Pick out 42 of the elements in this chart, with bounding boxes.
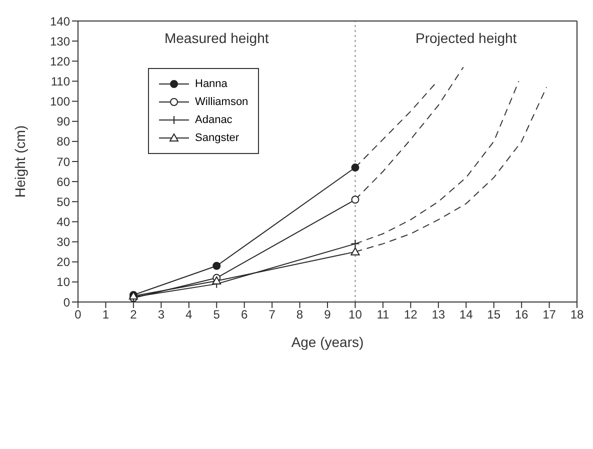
x-tick-label: 1 bbox=[102, 308, 110, 322]
y-tick-label: 90 bbox=[56, 114, 70, 129]
y-tick-label: 140 bbox=[50, 14, 70, 28]
x-tick-label: 7 bbox=[268, 308, 276, 322]
x-tick-label: 13 bbox=[432, 308, 446, 322]
y-axis-title: Height (cm) bbox=[12, 125, 28, 198]
y-tick-label: 100 bbox=[50, 94, 70, 109]
x-tick-label: 18 bbox=[570, 308, 584, 322]
legend-label: Sangster bbox=[195, 132, 240, 144]
annotation: Measured height bbox=[164, 30, 269, 46]
y-tick-label: 110 bbox=[50, 74, 70, 88]
annotation: Projected height bbox=[416, 30, 517, 46]
legend-label: Adanac bbox=[195, 114, 232, 126]
x-tick-label: 9 bbox=[324, 308, 332, 322]
x-tick-label: 4 bbox=[186, 308, 193, 322]
x-tick-label: 8 bbox=[296, 308, 304, 322]
legend-label: Hanna bbox=[195, 78, 228, 90]
x-tick-label: 16 bbox=[514, 308, 529, 322]
y-tick-label: 0 bbox=[63, 295, 70, 310]
x-tick-label: 6 bbox=[240, 308, 248, 322]
y-tick-label: 130 bbox=[50, 34, 70, 48]
x-tick-label: 2 bbox=[130, 308, 138, 322]
y-tick-label: 20 bbox=[56, 255, 70, 270]
x-tick-label: 12 bbox=[404, 308, 418, 322]
x-tick-label: 0 bbox=[74, 308, 82, 322]
y-tick-label: 30 bbox=[56, 235, 70, 250]
x-tick-label: 14 bbox=[459, 308, 474, 322]
y-tick-label: 10 bbox=[56, 275, 70, 290]
y-tick-label: 50 bbox=[56, 194, 70, 209]
x-tick-label: 15 bbox=[487, 308, 501, 322]
x-tick-label: 11 bbox=[376, 308, 390, 322]
legend-label: Williamson bbox=[195, 96, 248, 108]
x-axis-title: Age (years) bbox=[291, 334, 364, 350]
y-tick-label: 40 bbox=[56, 214, 70, 229]
y-tick-label: 120 bbox=[50, 54, 70, 68]
x-tick-label: 17 bbox=[542, 308, 556, 322]
x-tick-label: 3 bbox=[158, 308, 165, 322]
x-tick-label: 10 bbox=[348, 308, 362, 322]
y-tick-label: 70 bbox=[56, 154, 70, 169]
y-tick-label: 60 bbox=[56, 174, 70, 189]
y-tick-label: 80 bbox=[56, 134, 70, 149]
x-tick-label: 5 bbox=[213, 308, 220, 322]
